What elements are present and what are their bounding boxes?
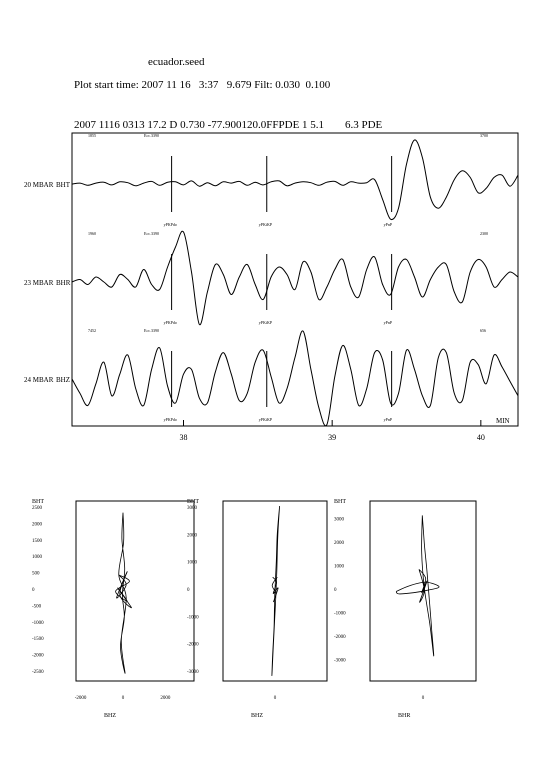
- seismogram-frame: [71, 132, 519, 427]
- y-tick-label: 3000: [187, 506, 198, 511]
- y-tick-label: 0: [334, 588, 337, 593]
- y-axis-label: BHT: [187, 499, 199, 505]
- channel-label: BHZ: [56, 376, 70, 384]
- trace-annotation-right: 656: [480, 328, 486, 333]
- x-axis-unit: MIN: [496, 417, 510, 425]
- y-tick-label: 2000: [334, 541, 345, 546]
- filter-label: Filt:: [254, 79, 273, 91]
- station-label: 24 MBAR: [24, 376, 54, 384]
- y-tick-label: -2000: [32, 654, 44, 659]
- y-tick-label: 0: [32, 588, 35, 593]
- y-tick-label: -2000: [334, 635, 346, 640]
- x-tick-label: -2000: [75, 696, 87, 701]
- y-tick-label: 500: [32, 572, 40, 577]
- phase-label: yPnP: [384, 320, 393, 325]
- phase-label: yPKPdo: [164, 320, 177, 325]
- trace-annotation-right: 2300: [480, 231, 488, 236]
- particle-motion-frame: [222, 500, 328, 682]
- particle-motion-loop: [395, 581, 440, 595]
- trace-annotation-left: 1960: [88, 231, 96, 236]
- particle-motion-loop: [118, 512, 127, 674]
- x-tick-label: 0: [422, 696, 425, 701]
- y-tick-label: 1500: [32, 539, 43, 544]
- y-tick-label: 1000: [334, 565, 345, 570]
- y-tick-label: 2500: [32, 506, 43, 511]
- x-tick-label: 0: [122, 696, 125, 701]
- event-magnitude: 6.3 PDE: [345, 119, 383, 131]
- channel-label: BHT: [56, 181, 71, 189]
- x-axis-label: BHZ: [251, 713, 263, 719]
- seismic-trace: [71, 139, 519, 221]
- phase-label: yPKiKP: [259, 417, 273, 422]
- x-tick-label: 38: [180, 433, 188, 442]
- event-line: 2007 1116 0313 17.2 D 0.730 -77.900120.0…: [74, 119, 325, 131]
- y-axis-label: BHT: [334, 499, 346, 505]
- station-label: 23 MBAR: [24, 279, 54, 287]
- particle-motion-frame: [75, 500, 195, 682]
- trace-annotation-right: 3700: [480, 133, 488, 138]
- y-tick-label: -500: [32, 604, 42, 609]
- phase-label: yPnP: [384, 417, 393, 422]
- y-tick-label: -1000: [32, 621, 44, 626]
- start-date: 2007 11 16: [141, 79, 191, 91]
- start-sec: 9.679: [226, 79, 252, 91]
- y-axis-label: BHT: [32, 499, 44, 505]
- seismic-trace: [71, 230, 519, 326]
- y-tick-label: -1500: [32, 637, 44, 642]
- y-tick-label: -3000: [334, 658, 346, 663]
- trace-annotation-mid: Ecc.3390: [144, 133, 159, 138]
- start-label: Plot start time:: [74, 79, 139, 91]
- particle-motion-loop: [421, 515, 435, 657]
- y-tick-label: -1000: [334, 611, 346, 616]
- y-tick-label: 1000: [187, 561, 198, 566]
- x-tick-label: 2000: [160, 696, 171, 701]
- particle-motion-loop: [271, 505, 280, 676]
- particle-motion-loop: [271, 576, 279, 603]
- station-label: 20 MBAR: [24, 181, 54, 189]
- trace-annotation-left: 7452: [88, 328, 96, 333]
- y-tick-label: -1000: [187, 615, 199, 620]
- trace-annotation-mid: Ecc.3390: [144, 231, 159, 236]
- y-tick-label: 3000: [334, 518, 345, 523]
- x-axis-label: BHZ: [104, 713, 116, 719]
- y-tick-label: 1000: [32, 555, 43, 560]
- y-tick-label: -2500: [32, 670, 44, 675]
- filter-low: 0.030: [275, 79, 301, 91]
- trace-annotation-left: 1855: [88, 133, 96, 138]
- y-tick-label: -2000: [187, 643, 199, 648]
- phase-label: yPKPdo: [164, 222, 177, 227]
- particle-motion-loop: [115, 571, 132, 609]
- trace-annotation-mid: Ecc.3390: [144, 328, 159, 333]
- channel-label: BHR: [56, 279, 71, 287]
- y-tick-label: 2000: [187, 533, 198, 538]
- phase-label: yPnP: [384, 222, 393, 227]
- x-tick-label: 0: [274, 696, 277, 701]
- particle-motion-loop: [418, 569, 428, 603]
- start-time: 3:37: [198, 79, 219, 91]
- phase-label: yPKiKP: [259, 222, 273, 227]
- y-tick-label: 2000: [32, 522, 43, 527]
- file-title: ecuador.seed: [148, 56, 205, 68]
- seismic-trace: [71, 330, 519, 427]
- x-axis-label: BHR: [398, 713, 410, 719]
- phase-label: yPKPdo: [164, 417, 177, 422]
- phase-label: yPKiKP: [259, 320, 273, 325]
- y-tick-label: 0: [187, 588, 190, 593]
- particle-motion-frame: [369, 500, 477, 682]
- x-tick-label: 39: [328, 433, 336, 442]
- plot-start-line: Plot start time: 2007 11 16 3:37 9.679 F…: [74, 79, 330, 91]
- x-tick-label: 40: [477, 433, 485, 442]
- filter-high: 0.100: [305, 79, 331, 91]
- y-tick-label: -3000: [187, 670, 199, 675]
